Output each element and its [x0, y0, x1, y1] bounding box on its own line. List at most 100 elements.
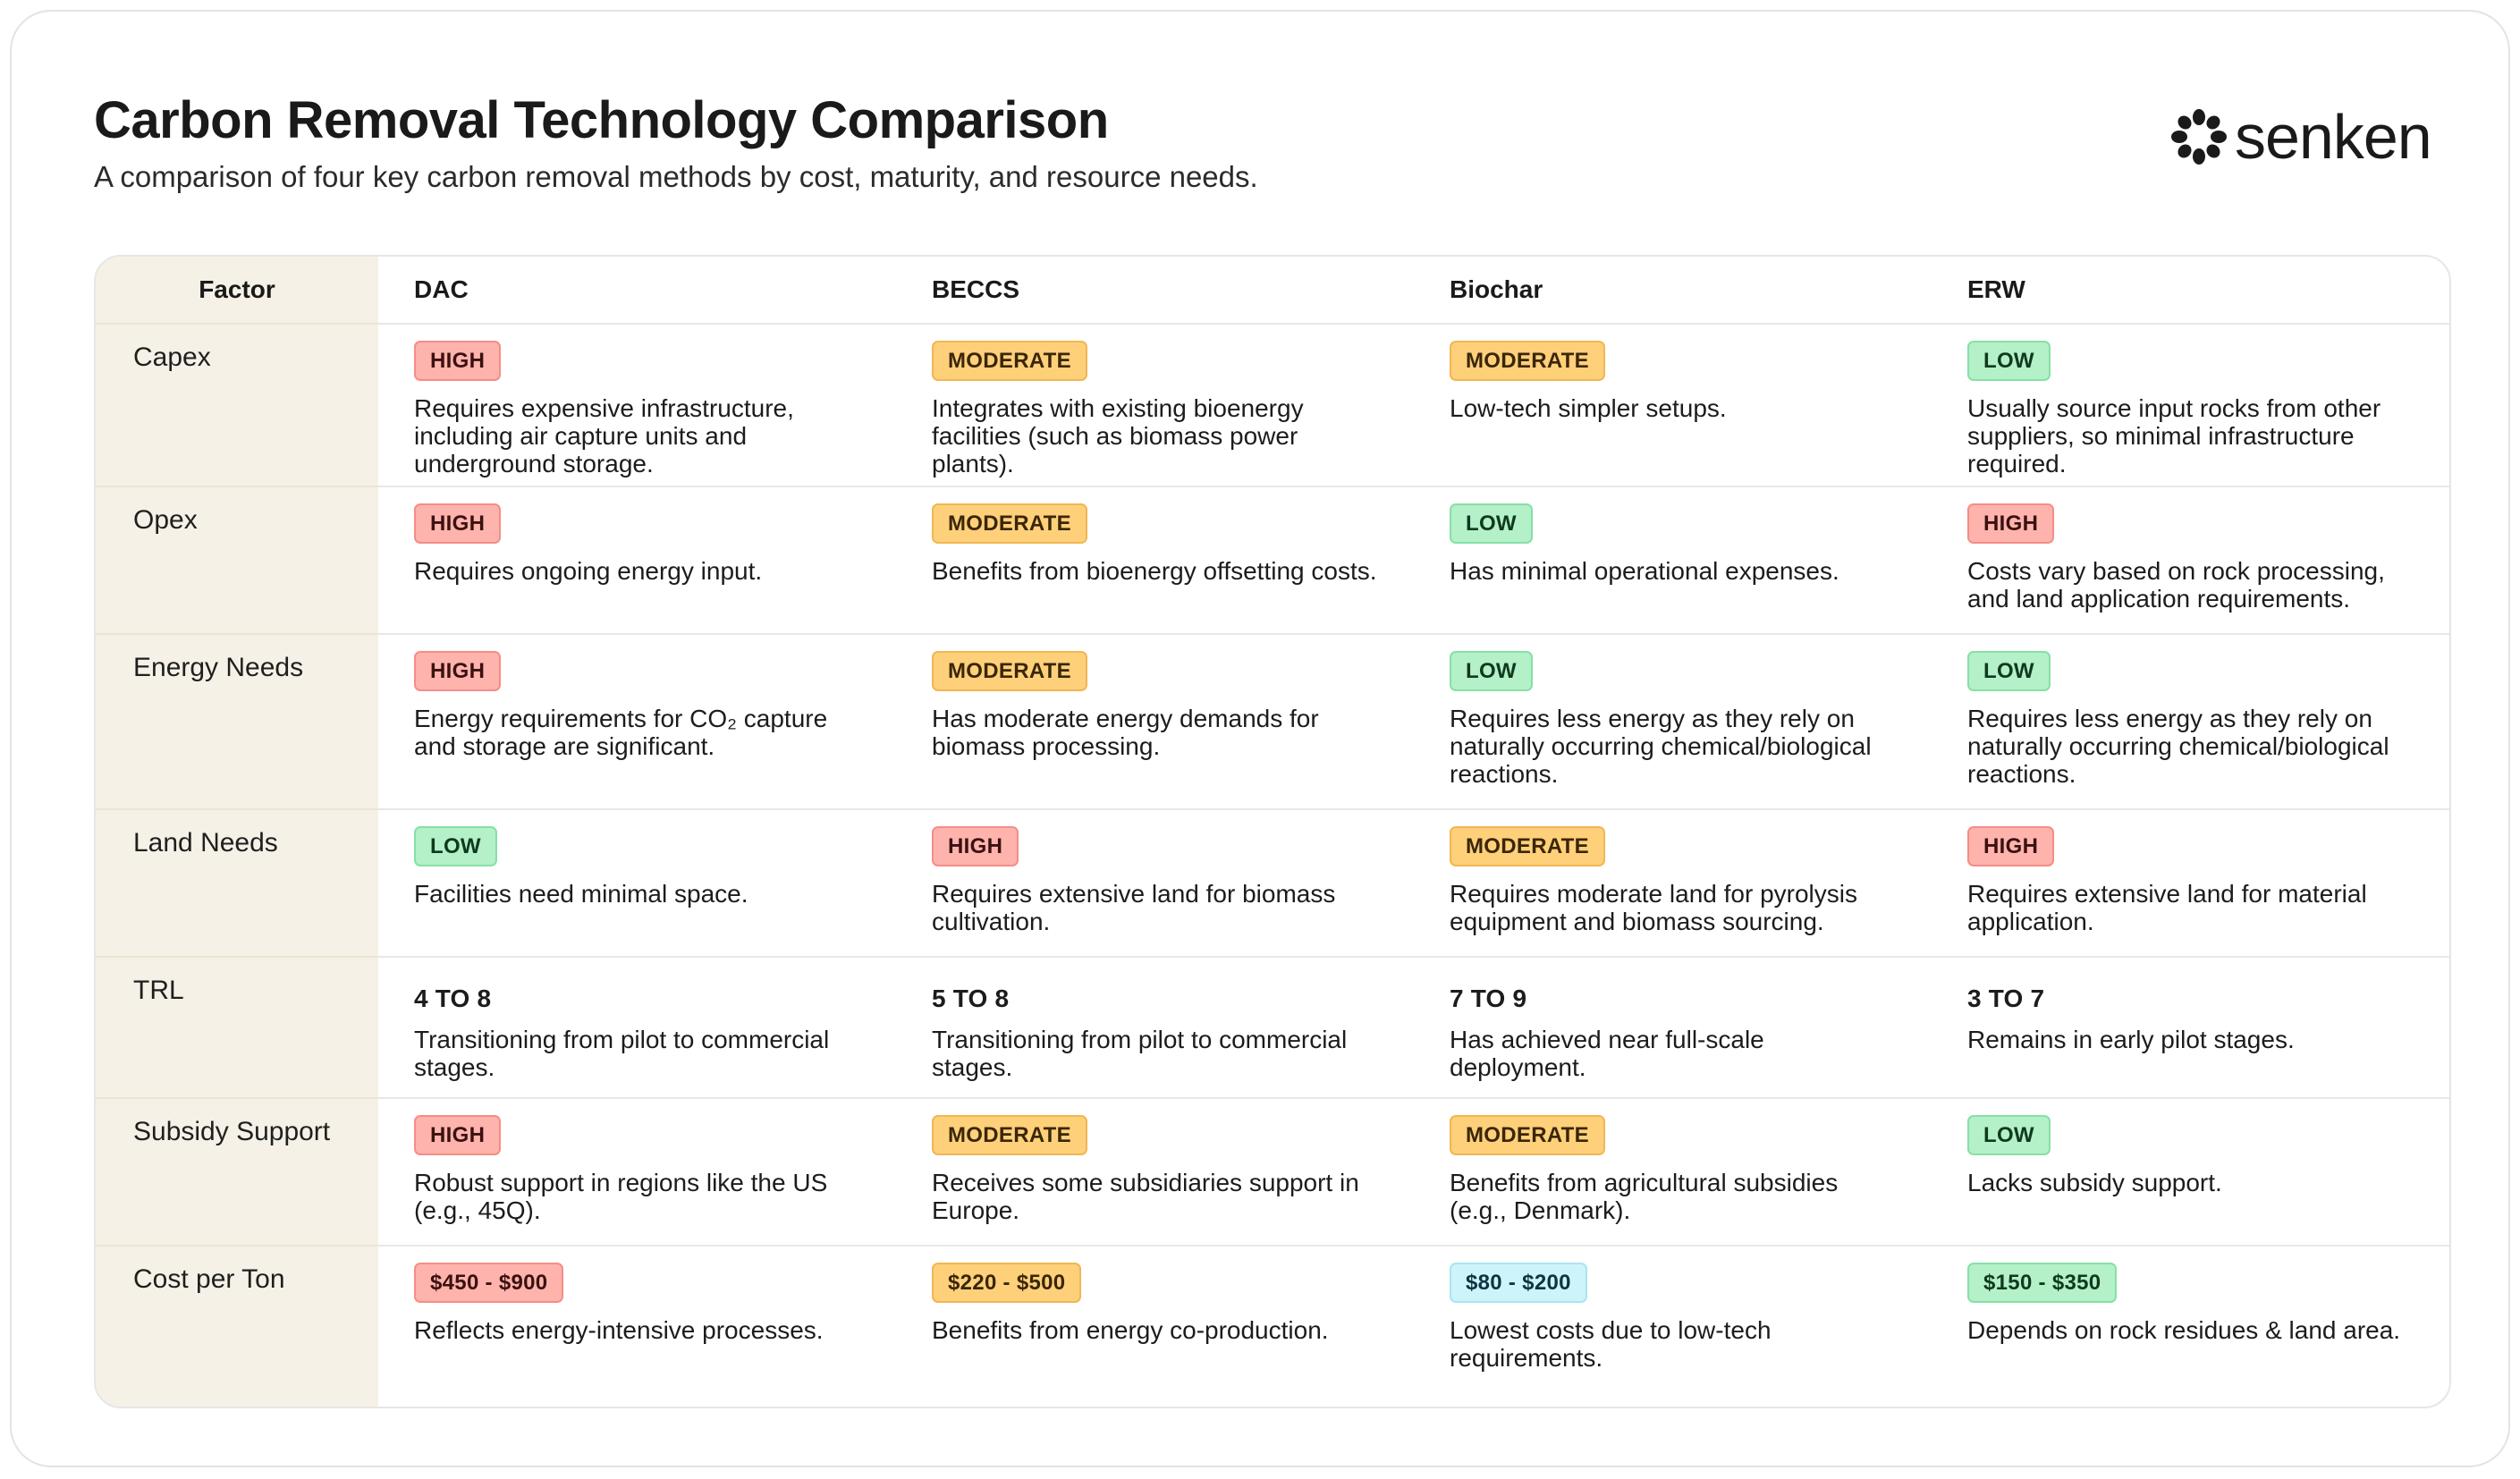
page-title: Carbon Removal Technology Comparison	[94, 91, 1109, 149]
cell-description: Requires less energy as they rely on nat…	[1450, 705, 1872, 788]
trl-range: 3 TO 7	[1967, 985, 2045, 1012]
trl-range: 4 TO 8	[414, 985, 492, 1012]
cell-description: Robust support in regions like the US (e…	[414, 1169, 828, 1224]
trl-range: 7 TO 9	[1450, 985, 1527, 1012]
cost-badge: $220 - $500	[932, 1263, 1082, 1303]
level-badge: HIGH	[932, 826, 1019, 866]
row-label: Cost per Ton	[96, 1245, 378, 1407]
column-header-dac: DAC	[414, 275, 469, 303]
table-cell: LOW Requires less energy as they rely on …	[1932, 633, 2449, 809]
table-cell: 3 TO 7 Remains in early pilot stages.	[1932, 956, 2449, 1098]
logo-wordmark: senken	[2235, 102, 2432, 172]
table-cell: LOW Has minimal operational expenses.	[1414, 486, 1932, 634]
table-cell: MODERATE Requires moderate land for pyrol…	[1414, 808, 1932, 957]
cell-description: Lacks subsidy support.	[1967, 1169, 2222, 1196]
table-row: Capex HIGH Requires expensive infrastruct…	[96, 323, 2449, 486]
cell-description: Has minimal operational expenses.	[1450, 557, 1839, 585]
cell-description: Low-tech simpler setups.	[1450, 394, 1727, 422]
table-cell: 5 TO 8 Transitioning from pilot to commer…	[896, 956, 1414, 1098]
table-cell: HIGH Costs vary based on rock processing,…	[1932, 486, 2449, 634]
cell-description: Has achieved near full-scale deployment.	[1450, 1026, 1764, 1081]
cell-description: Costs vary based on rock processing, and…	[1967, 557, 2385, 613]
row-label: Opex	[96, 486, 378, 634]
column-header-biochar: Biochar	[1450, 275, 1543, 303]
table-row: Cost per Ton $450 - $900 Reflects energy-…	[96, 1245, 2449, 1407]
table-cell: HIGH Requires extensive land for biomass …	[896, 808, 1414, 957]
level-badge: HIGH	[414, 1115, 502, 1155]
table-cell: LOW Lacks subsidy support.	[1932, 1097, 2449, 1246]
table-cell: $80 - $200 Lowest costs due to low-tech r…	[1414, 1245, 1932, 1407]
comparison-card: Carbon Removal Technology Comparison A c…	[10, 10, 2510, 1467]
table-cell: LOW Facilities need minimal space.	[378, 808, 896, 957]
level-badge: HIGH	[1967, 503, 2055, 544]
level-badge: MODERATE	[1450, 826, 1605, 866]
cell-description: Requires extensive land for biomass cult…	[932, 880, 1336, 935]
level-badge: MODERATE	[932, 503, 1087, 544]
cell-description: Transitioning from pilot to commercial s…	[414, 1026, 830, 1081]
table-cell: MODERATE Receives some subsidiaries suppo…	[896, 1097, 1414, 1246]
level-badge: HIGH	[1967, 826, 2055, 866]
cell-description: Depends on rock residues & land area.	[1967, 1316, 2401, 1344]
row-label: TRL	[96, 956, 378, 1098]
table-cell: $220 - $500 Benefits from energy co-produ…	[896, 1245, 1414, 1407]
flower-logo-icon	[2171, 109, 2227, 165]
cell-description: Energy requirements for CO₂ capture and …	[414, 705, 828, 760]
level-badge: LOW	[1967, 341, 2051, 381]
cell-description: Benefits from bioenergy offsetting costs…	[932, 557, 1377, 585]
cell-description: Requires moderate land for pyrolysis equ…	[1450, 880, 1857, 935]
cell-description: Receives some subsidiaries support in Eu…	[932, 1169, 1359, 1224]
table-cell: $450 - $900 Reflects energy-intensive pro…	[378, 1245, 896, 1407]
table-cell: HIGH Requires extensive land for material…	[1932, 808, 2449, 957]
table-cell: MODERATE Benefits from bioenergy offsetti…	[896, 486, 1414, 634]
table-cell: HIGH Requires ongoing energy input.	[378, 486, 896, 634]
level-badge: HIGH	[414, 503, 502, 544]
column-header-factor: Factor	[96, 257, 378, 324]
table-cell: $150 - $350 Depends on rock residues & la…	[1932, 1245, 2449, 1407]
comparison-table: Factor DAC BECCS Biochar ERW Capex HIGH R…	[94, 255, 2451, 1408]
level-badge: LOW	[1450, 651, 1533, 691]
level-badge: HIGH	[414, 651, 502, 691]
table-cell: MODERATE Integrates with existing bioener…	[896, 323, 1414, 486]
row-label: Energy Needs	[96, 633, 378, 809]
table-cell: HIGH Energy requirements for CO₂ capture …	[378, 633, 896, 809]
cell-description: Usually source input rocks from other su…	[1967, 394, 2381, 478]
table-cell: MODERATE Low-tech simpler setups.	[1414, 323, 1932, 486]
table-header-row: Factor DAC BECCS Biochar ERW	[96, 257, 2449, 324]
row-label: Land Needs	[96, 808, 378, 957]
level-badge: LOW	[1967, 1115, 2051, 1155]
cell-description: Benefits from energy co-production.	[932, 1316, 1329, 1344]
cost-badge: $80 - $200	[1450, 1263, 1587, 1303]
brand-logo: senken	[2167, 102, 2432, 172]
level-badge: MODERATE	[932, 341, 1087, 381]
table-row: Energy Needs HIGH Energy requirements for…	[96, 633, 2449, 809]
cell-description: Requires less energy as they rely on nat…	[1967, 705, 2389, 788]
table-cell: LOW Usually source input rocks from other…	[1932, 323, 2449, 486]
row-label: Subsidy Support	[96, 1097, 378, 1246]
cell-description: Facilities need minimal space.	[414, 880, 748, 908]
cell-description: Requires extensive land for material app…	[1967, 880, 2367, 935]
column-header-erw: ERW	[1967, 275, 2025, 303]
cell-description: Benefits from agricultural subsidies (e.…	[1450, 1169, 1839, 1224]
row-label: Capex	[96, 323, 378, 486]
table-cell: MODERATE Benefits from agricultural subsi…	[1414, 1097, 1932, 1246]
cost-badge: $150 - $350	[1967, 1263, 2118, 1303]
level-badge: LOW	[1450, 503, 1533, 544]
cost-badge: $450 - $900	[414, 1263, 564, 1303]
cell-description: Transitioning from pilot to commercial s…	[932, 1026, 1348, 1081]
level-badge: MODERATE	[932, 651, 1087, 691]
table-cell: HIGH Requires expensive infrastructure, i…	[378, 323, 896, 486]
table-cell: MODERATE Has moderate energy demands for …	[896, 633, 1414, 809]
column-header-beccs: BECCS	[932, 275, 1020, 303]
cell-description: Lowest costs due to low-tech requirement…	[1450, 1316, 1772, 1372]
level-badge: LOW	[414, 826, 497, 866]
level-badge: MODERATE	[1450, 1115, 1605, 1155]
table-row: Land Needs LOW Facilities need minimal sp…	[96, 808, 2449, 957]
cell-description: Remains in early pilot stages.	[1967, 1026, 2295, 1053]
table-row: TRL 4 TO 8 Transitioning from pilot to co…	[96, 956, 2449, 1098]
table-cell: LOW Requires less energy as they rely on …	[1414, 633, 1932, 809]
cell-description: Requires expensive infrastructure, inclu…	[414, 394, 794, 478]
table-cell: HIGH Robust support in regions like the U…	[378, 1097, 896, 1246]
table-cell: 7 TO 9 Has achieved near full-scale deplo…	[1414, 956, 1932, 1098]
level-badge: MODERATE	[932, 1115, 1087, 1155]
level-badge: HIGH	[414, 341, 502, 381]
